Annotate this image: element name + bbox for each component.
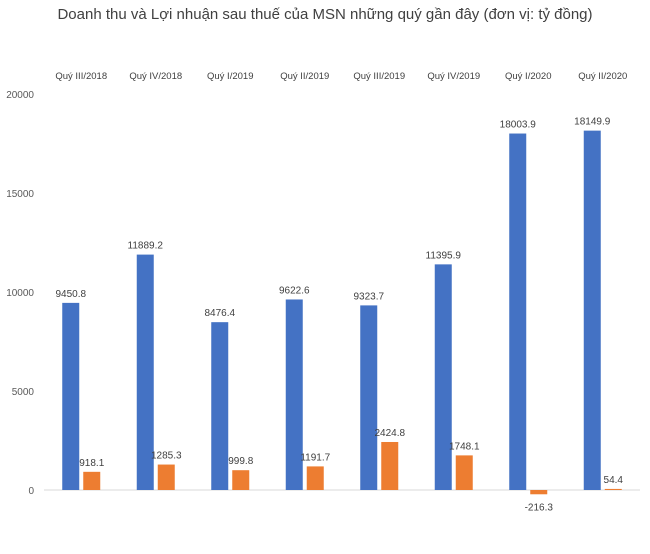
revenue-bar bbox=[62, 302, 80, 490]
category-label: Quý I/2020 bbox=[505, 71, 551, 82]
profit-data-label: 1285.3 bbox=[151, 451, 182, 462]
category-label: Quý II/2019 bbox=[280, 71, 329, 82]
category-label: Quý IV/2019 bbox=[427, 71, 480, 82]
profit-data-label: 918.1 bbox=[79, 458, 104, 469]
revenue-bar bbox=[583, 130, 601, 491]
profit-data-label: 999.8 bbox=[228, 456, 253, 467]
profit-bar bbox=[83, 471, 101, 490]
profit-data-label: 1191.7 bbox=[300, 452, 330, 463]
y-tick-label: 5000 bbox=[12, 387, 35, 398]
revenue-data-label: 11395.9 bbox=[426, 250, 462, 261]
profit-bar bbox=[455, 455, 473, 490]
revenue-bar bbox=[434, 264, 452, 490]
profit-data-label: 1748.1 bbox=[449, 441, 480, 452]
category-label: Quý I/2019 bbox=[207, 71, 253, 82]
category-label: Quý II/2020 bbox=[578, 71, 627, 82]
y-tick-label: 15000 bbox=[6, 189, 34, 200]
profit-data-label: 2424.8 bbox=[374, 428, 405, 439]
chart-title: Doanh thu và Lợi nhuận sau thuế của MSN … bbox=[57, 6, 593, 23]
revenue-data-label: 9323.7 bbox=[353, 291, 384, 302]
profit-bar bbox=[232, 470, 250, 490]
revenue-bar bbox=[211, 322, 229, 490]
profit-bar bbox=[530, 490, 548, 495]
profit-bar bbox=[381, 441, 399, 490]
category-label: Quý IV/2018 bbox=[129, 71, 182, 82]
y-tick-label: 10000 bbox=[6, 288, 34, 299]
revenue-data-label: 18003.9 bbox=[500, 120, 537, 131]
revenue-data-label: 8476.4 bbox=[204, 308, 235, 319]
y-tick-label: 0 bbox=[28, 486, 34, 497]
revenue-data-label: 18149.9 bbox=[574, 117, 611, 128]
revenue-bar bbox=[360, 305, 378, 490]
category-label: Quý III/2018 bbox=[55, 71, 107, 82]
revenue-data-label: 9622.6 bbox=[279, 285, 310, 296]
revenue-data-label: 11889.2 bbox=[128, 241, 164, 252]
y-tick-label: 20000 bbox=[6, 90, 34, 101]
revenue-bar bbox=[509, 133, 527, 491]
profit-data-label: -216.3 bbox=[525, 502, 554, 513]
profit-bar bbox=[604, 488, 622, 490]
revenue-data-label: 9450.8 bbox=[55, 289, 86, 300]
profit-data-label: 54.4 bbox=[604, 475, 624, 486]
revenue-bar bbox=[136, 254, 154, 490]
category-label: Quý III/2019 bbox=[353, 71, 405, 82]
profit-bar bbox=[157, 464, 175, 490]
revenue-bar bbox=[285, 299, 303, 490]
profit-bar bbox=[306, 466, 324, 490]
